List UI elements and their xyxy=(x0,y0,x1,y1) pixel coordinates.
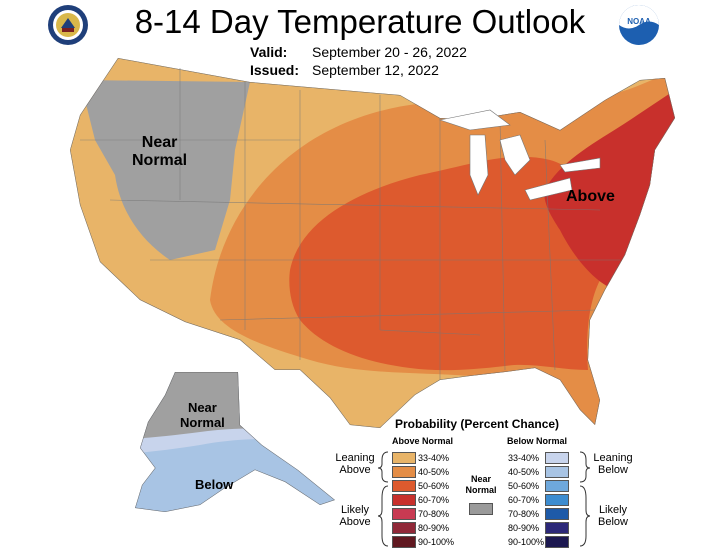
above-range-label: 90-100% xyxy=(418,537,455,547)
below-label: Below xyxy=(195,477,234,492)
below-range-label: 33-40% xyxy=(508,453,540,463)
below-swatch xyxy=(545,508,569,520)
above-swatch xyxy=(392,522,416,534)
below-swatch xyxy=(545,494,569,506)
legend-title: Probability (Percent Chance) xyxy=(395,417,560,431)
above-range-label: 60-70% xyxy=(418,495,450,505)
issued-label: Issued: xyxy=(250,62,300,78)
below-range-label: 50-60% xyxy=(508,481,540,491)
map-title: 8-14 Day Temperature Outlook xyxy=(134,3,586,40)
below-swatch xyxy=(545,466,569,478)
below-swatch xyxy=(545,522,569,534)
above-range-label: 80-90% xyxy=(418,523,450,533)
leaning-above-label: Leaning Above xyxy=(335,452,375,476)
noaa-logo-text: NOAA xyxy=(627,17,651,26)
above-swatch xyxy=(392,536,416,548)
below-swatch xyxy=(545,480,569,492)
above-label: Above xyxy=(566,188,615,205)
above-range-label: 70-80% xyxy=(418,509,450,519)
below-braces xyxy=(579,451,590,547)
above-swatch xyxy=(392,452,416,464)
state-boundaries xyxy=(80,68,620,380)
likely-above-label: Likely Above xyxy=(339,504,371,528)
doc-seal-icon xyxy=(48,5,88,45)
above-normal-header: Above Normal xyxy=(392,436,454,446)
valid-label: Valid: xyxy=(250,44,288,60)
above-braces xyxy=(378,451,389,547)
near-normal-legend-label: Near Normal xyxy=(465,474,497,495)
above-swatch xyxy=(392,494,416,506)
leaning-below-label: Leaning Below xyxy=(593,452,633,476)
below-swatch xyxy=(545,452,569,464)
near-normal-conus-label: Near Normal xyxy=(132,134,188,169)
validity-info: Valid: September 20 - 26, 2022 Issued: Sep… xyxy=(250,43,467,79)
below-range-label: 60-70% xyxy=(508,495,540,505)
near-normal-swatch xyxy=(469,503,493,515)
issued-date: September 12, 2022 xyxy=(312,62,439,78)
valid-dates: September 20 - 26, 2022 xyxy=(312,44,467,60)
above-range-label: 33-40% xyxy=(418,453,450,463)
great-lakes xyxy=(438,109,601,201)
below-normal-header: Below Normal xyxy=(507,436,568,446)
noaa-logo-icon: NOAA xyxy=(619,5,659,45)
above-range-label: 40-50% xyxy=(418,467,450,477)
near-normal-alaska-label: Near Normal xyxy=(180,400,225,430)
below-range-label: 40-50% xyxy=(508,467,540,477)
below-range-label: 80-90% xyxy=(508,523,540,533)
above-swatch xyxy=(392,508,416,520)
below-swatch xyxy=(545,536,569,548)
above-swatch xyxy=(392,466,416,478)
likely-below-label: Likely Below xyxy=(598,504,628,528)
above-swatch xyxy=(392,480,416,492)
above-range-label: 50-60% xyxy=(418,481,450,491)
below-range-label: 90-100% xyxy=(508,537,545,547)
below-range-label: 70-80% xyxy=(508,509,540,519)
